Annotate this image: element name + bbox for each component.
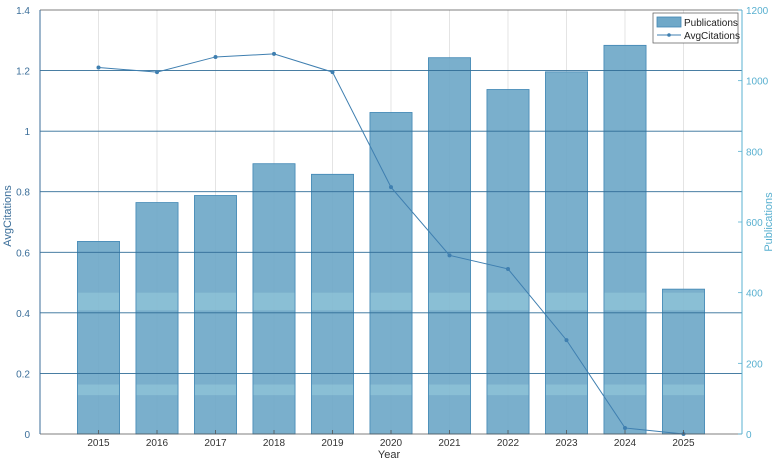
avgcitations-point-2023 [564, 338, 569, 343]
x-tick-label-2021: 2021 [438, 438, 461, 449]
bar-band-upper-2023 [545, 292, 588, 311]
bar-band-upper-2022 [487, 292, 529, 311]
right-y-axis: 0 200 400 600 800 1000 1200 [738, 6, 769, 441]
avgcitations-point-2020 [389, 185, 393, 190]
bar-band-lower-2025 [662, 384, 705, 396]
x-tick-label-2023: 2023 [555, 438, 578, 449]
left-tick-label-0.2: 0.2 [16, 369, 30, 380]
avgcitations-point-2022 [506, 266, 510, 271]
bar-band-lower-2018 [253, 384, 295, 396]
avgcitations-point-2017 [213, 54, 218, 59]
left-tick-label-1: 1 [24, 127, 30, 138]
bar-band-upper-2018 [253, 292, 295, 311]
bar-2017 [194, 195, 237, 435]
x-axis: 2015 2016 2017 2018 2019 2020 2021 2022 2023 2024… [87, 430, 695, 449]
x-tick-label-2018: 2018 [263, 438, 286, 449]
bar-2016 [135, 202, 179, 435]
right-y-axis-label: Publications [763, 192, 775, 252]
left-tick-label-0.8: 0.8 [16, 188, 30, 199]
legend-label-avgcitations: AvgCitations [684, 31, 740, 42]
bar-2020 [369, 112, 413, 435]
left-tick-label-0.6: 0.6 [16, 248, 30, 259]
bar-band-lower-2017 [194, 384, 237, 396]
avgcitations-point-2021 [447, 253, 452, 258]
x-tick-label-2015: 2015 [87, 438, 110, 449]
avgcitations-point-2016 [155, 70, 159, 75]
bar-2023 [545, 71, 588, 435]
bar-band-lower-2024 [604, 384, 646, 396]
bar-band-upper-2019 [311, 292, 354, 311]
bar-band-upper-2020 [370, 292, 412, 311]
bar-band-upper-2015 [77, 292, 120, 311]
right-tick-label-200: 200 [746, 359, 763, 370]
x-tick-label-2020: 2020 [380, 438, 403, 449]
bar-band-upper-2017 [194, 292, 237, 311]
bar-band-lower-2019 [311, 384, 354, 396]
bar-2018 [252, 163, 296, 435]
avgcitations-point-2018 [272, 51, 276, 56]
left-y-axis: 0 0.2 0.4 0.6 0.8 1 1.2 1.4 [16, 6, 30, 441]
x-tick-label-2016: 2016 [146, 438, 169, 449]
right-tick-label-1000: 1000 [746, 77, 769, 88]
x-tick-label-2025: 2025 [672, 438, 695, 449]
right-tick-label-1200: 1200 [746, 6, 769, 17]
bar-2015 [77, 241, 120, 435]
right-tick-label-400: 400 [746, 289, 763, 300]
x-axis-label: Year [378, 449, 401, 460]
bar-bands [77, 292, 705, 396]
x-tick-label-2022: 2022 [497, 438, 520, 449]
bar-band-upper-2025 [662, 292, 705, 311]
bars [77, 44, 705, 435]
bar-band-lower-2015 [77, 384, 120, 396]
bar-2022 [486, 89, 530, 435]
bar-band-lower-2021 [428, 384, 471, 396]
left-y-axis-label: AvgCitations [2, 185, 14, 247]
right-tick-label-600: 600 [746, 218, 763, 229]
legend: Publications AvgCitations [652, 12, 740, 44]
x-tick-label-2017: 2017 [204, 438, 227, 449]
bar-band-lower-2023 [545, 384, 588, 396]
x-tick-label-2019: 2019 [321, 438, 344, 449]
legend-marker-avgcitations [667, 33, 671, 37]
horizontal-grid [40, 70, 742, 374]
bar-band-lower-2020 [370, 384, 412, 396]
bar-band-upper-2021 [428, 292, 471, 311]
bar-band-upper-2016 [136, 292, 178, 311]
left-tick-label-0.4: 0.4 [16, 309, 30, 320]
avgcitations-point-2024 [623, 425, 627, 430]
bar-2025 [662, 288, 705, 435]
right-tick-label-0: 0 [746, 430, 752, 441]
legend-swatch-publications [656, 16, 682, 28]
bar-band-upper-2024 [604, 292, 646, 311]
left-tick-label-1.4: 1.4 [16, 6, 30, 17]
bar-2024 [603, 44, 647, 435]
legend-label-publications: Publications [684, 18, 738, 29]
left-tick-label-0: 0 [24, 430, 30, 441]
avgcitations-point-2015 [96, 65, 101, 70]
avgcitations-point-2019 [330, 70, 335, 75]
bar-2019 [311, 173, 354, 435]
bar-band-lower-2022 [487, 384, 529, 396]
x-tick-label-2024: 2024 [614, 438, 637, 449]
bar-2021 [428, 57, 471, 435]
left-tick-label-1.2: 1.2 [16, 67, 30, 78]
bar-band-lower-2016 [136, 384, 178, 396]
right-tick-label-800: 800 [746, 147, 763, 158]
